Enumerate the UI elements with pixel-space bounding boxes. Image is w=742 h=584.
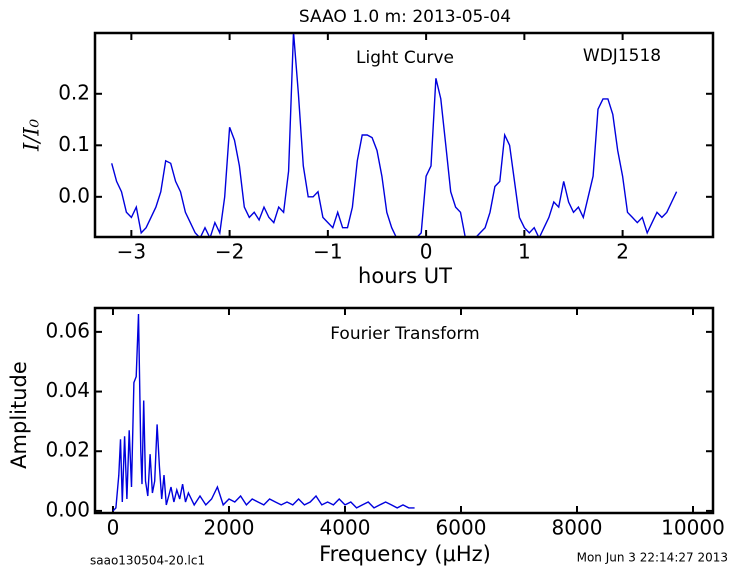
x-axis-label: hours UT (358, 264, 452, 288)
y-tick-label: 0.2 (58, 80, 90, 104)
x-tick-label: 1 (518, 240, 531, 264)
y-tick-label: 0.1 (58, 132, 90, 156)
data-line (111, 33, 678, 237)
chart-title: SAAO 1.0 m: 2013-05-04 (299, 7, 511, 27)
footnote: Mon Jun 3 22:14:27 2013 (577, 551, 728, 565)
y-tick-label: 0.02 (45, 438, 90, 462)
x-axis-label: Frequency (μHz) (319, 542, 491, 566)
annotation: Light Curve (356, 48, 454, 68)
x-tick-label: 6000 (436, 516, 487, 540)
x-tick-label: 10000 (661, 516, 725, 540)
y-tick-label: 0.0 (58, 183, 90, 207)
x-tick-label: −3 (117, 240, 146, 264)
footnote: saao130504-20.lc1 (90, 554, 205, 568)
annotation: Fourier Transform (330, 324, 479, 344)
y-axis-label: Amplitude (7, 361, 31, 469)
y-tick-label: 0.00 (45, 497, 90, 521)
data-line (112, 313, 415, 512)
x-tick-label: −2 (215, 240, 244, 264)
x-tick-label: 2 (616, 240, 629, 264)
x-tick-label: 0 (107, 516, 120, 540)
y-axis-label: I/I₀ (20, 118, 44, 152)
axes-frame (93, 31, 715, 239)
x-tick-label: 2000 (204, 516, 255, 540)
x-tick-label: −1 (313, 240, 342, 264)
x-tick-label: 4000 (320, 516, 371, 540)
axes-frame (93, 306, 715, 515)
x-tick-label: 8000 (552, 516, 603, 540)
y-tick-label: 0.06 (45, 318, 90, 342)
y-tick-label: 0.04 (45, 378, 90, 402)
annotation: WDJ1518 (583, 46, 661, 66)
x-tick-label: 0 (420, 240, 433, 264)
